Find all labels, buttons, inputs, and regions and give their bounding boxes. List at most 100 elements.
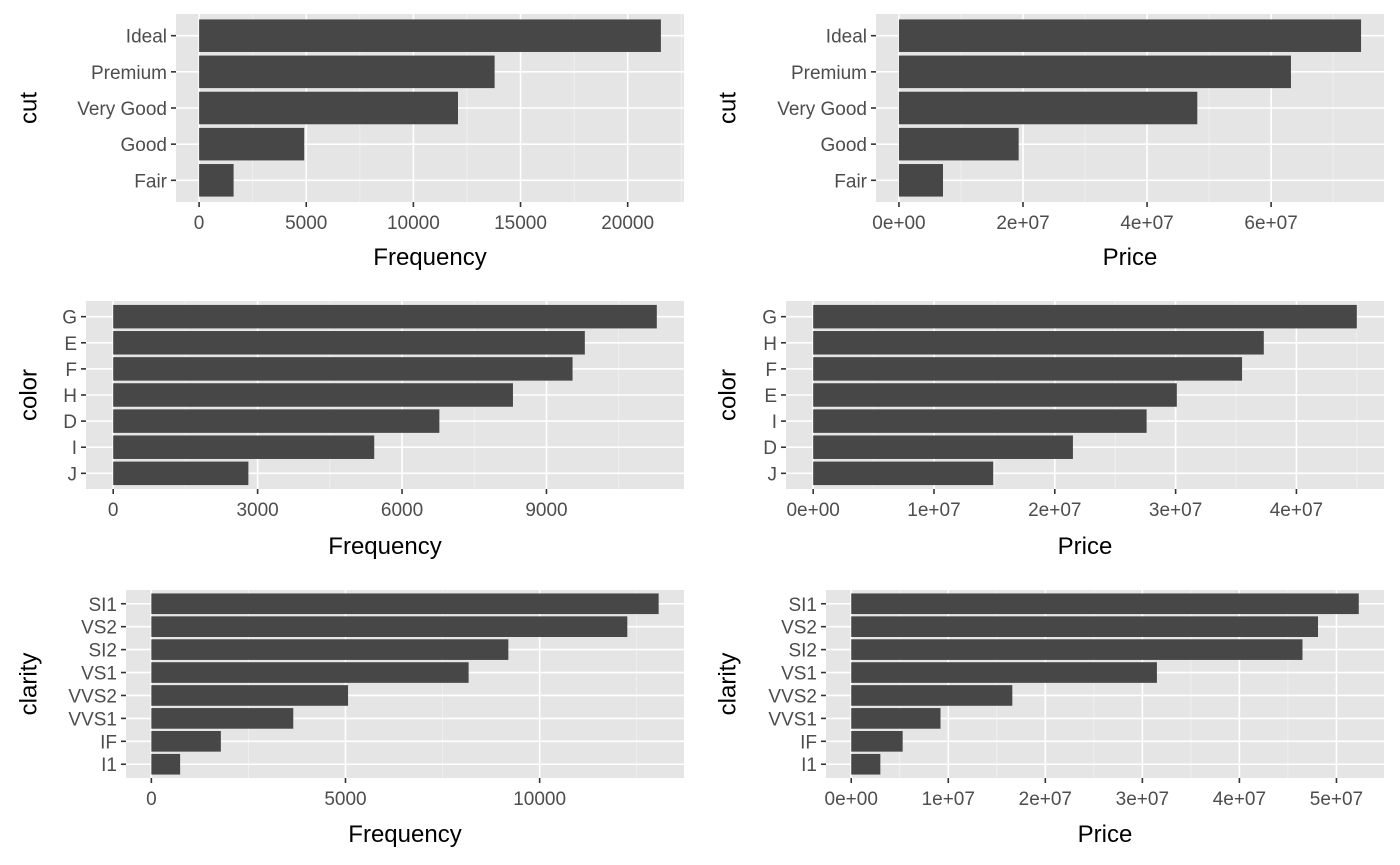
- bar-e: [813, 383, 1177, 407]
- bar-vvs1: [851, 708, 941, 729]
- bar-fair: [199, 164, 234, 197]
- y-tick-label: I: [72, 438, 77, 459]
- x-tick-label: 10000: [513, 789, 566, 810]
- bar-d: [113, 409, 440, 433]
- bar-vs2: [851, 616, 1319, 637]
- x-tick-label: 4e+07: [1120, 213, 1173, 234]
- y-tick-label: VS1: [781, 664, 817, 685]
- y-tick-label: F: [65, 360, 77, 381]
- x-axis-title: Price: [1103, 244, 1158, 271]
- bar-very-good: [199, 91, 458, 125]
- bar-very-good: [898, 91, 1198, 125]
- x-tick-label: 6000: [381, 500, 423, 521]
- x-tick-label: 0e+00: [825, 789, 878, 810]
- y-tick-label: Good: [821, 135, 867, 156]
- bar-si1: [151, 593, 659, 615]
- bar-h: [113, 383, 513, 407]
- bar-i: [813, 409, 1147, 433]
- y-tick-label: Premium: [91, 63, 167, 84]
- bar-good: [898, 127, 1019, 161]
- chart-panel-1: Ideal Premium Very Good Good Fair 0 5000 10000 1…: [15, 14, 684, 271]
- bar-e: [113, 331, 585, 355]
- y-tick-label: VVS1: [68, 709, 117, 730]
- x-axis-title: Price: [1058, 533, 1113, 560]
- y-tick-label: H: [763, 334, 777, 355]
- y-axis-title: clarity: [15, 653, 42, 716]
- y-tick-label: VS1: [81, 664, 117, 685]
- bar-ideal: [898, 19, 1362, 52]
- x-tick-label: 3000: [236, 500, 278, 521]
- y-tick-label: F: [765, 360, 777, 381]
- bar-fair: [898, 164, 943, 197]
- y-axis-title: clarity: [714, 653, 741, 716]
- y-tick-label: IF: [800, 732, 817, 753]
- y-tick-label: D: [763, 438, 777, 459]
- bar-premium: [898, 55, 1291, 89]
- bar-vs1: [151, 662, 469, 683]
- x-tick-label: 2e+07: [996, 213, 1049, 234]
- y-tick-label: Fair: [834, 171, 867, 192]
- y-tick-label: VS2: [781, 618, 817, 639]
- x-tick-label: 0e+00: [872, 213, 925, 234]
- x-tick-label: 15000: [494, 213, 547, 234]
- y-tick-label: SI2: [88, 641, 117, 662]
- x-tick-label: 2e+07: [1028, 500, 1081, 521]
- y-axis-title: color: [15, 369, 42, 421]
- y-tick-label: Very Good: [777, 99, 867, 120]
- bar-j: [113, 461, 249, 486]
- x-tick-label: 20000: [601, 213, 654, 234]
- y-tick-label: Premium: [791, 63, 867, 84]
- bar-si2: [851, 639, 1303, 660]
- y-tick-label: G: [62, 308, 77, 329]
- x-tick-label: 10000: [387, 213, 440, 234]
- x-tick-label: 3e+07: [1116, 789, 1169, 810]
- y-tick-label: VVS2: [768, 686, 817, 707]
- y-tick-label: E: [764, 386, 777, 407]
- y-tick-label: Good: [121, 135, 167, 156]
- x-axis-title: Frequency: [373, 244, 486, 271]
- bar-vvs2: [151, 685, 349, 706]
- bar-f: [813, 357, 1243, 381]
- x-tick-label: 5000: [285, 213, 327, 234]
- bar-vvs2: [851, 685, 1013, 706]
- bar-vs1: [851, 662, 1157, 683]
- bar-i1: [151, 753, 181, 775]
- y-tick-label: SI1: [88, 595, 117, 616]
- bar-i1: [851, 753, 881, 775]
- x-axis-title: Frequency: [348, 821, 461, 848]
- bar-d: [813, 435, 1073, 459]
- y-tick-label: SI1: [788, 595, 817, 616]
- bar-si1: [851, 593, 1359, 615]
- y-tick-label: VVS1: [768, 709, 817, 730]
- bar-if: [851, 731, 903, 752]
- y-tick-label: VVS2: [68, 686, 117, 707]
- y-tick-label: E: [64, 334, 77, 355]
- x-tick-label: 0: [146, 789, 157, 810]
- y-tick-label: G: [762, 308, 777, 329]
- bar-vs2: [151, 616, 628, 637]
- y-tick-label: I: [772, 412, 777, 433]
- x-tick-label: 5e+07: [1310, 789, 1363, 810]
- y-tick-label: IF: [100, 732, 117, 753]
- x-axis-title: Price: [1078, 821, 1133, 848]
- bar-i: [113, 435, 375, 459]
- bar-premium: [199, 55, 495, 89]
- x-tick-label: 4e+07: [1213, 789, 1266, 810]
- x-tick-label: 0: [108, 500, 119, 521]
- x-tick-label: 9000: [525, 500, 567, 521]
- bar-h: [813, 331, 1264, 355]
- y-axis-title: cut: [714, 92, 741, 124]
- bar-g: [113, 304, 657, 329]
- y-tick-label: I1: [801, 755, 817, 776]
- y-axis-title: color: [714, 369, 741, 421]
- bar-f: [113, 357, 573, 381]
- x-tick-label: 2e+07: [1019, 789, 1072, 810]
- x-tick-label: 0: [194, 213, 205, 234]
- x-axis-title: Frequency: [328, 533, 441, 560]
